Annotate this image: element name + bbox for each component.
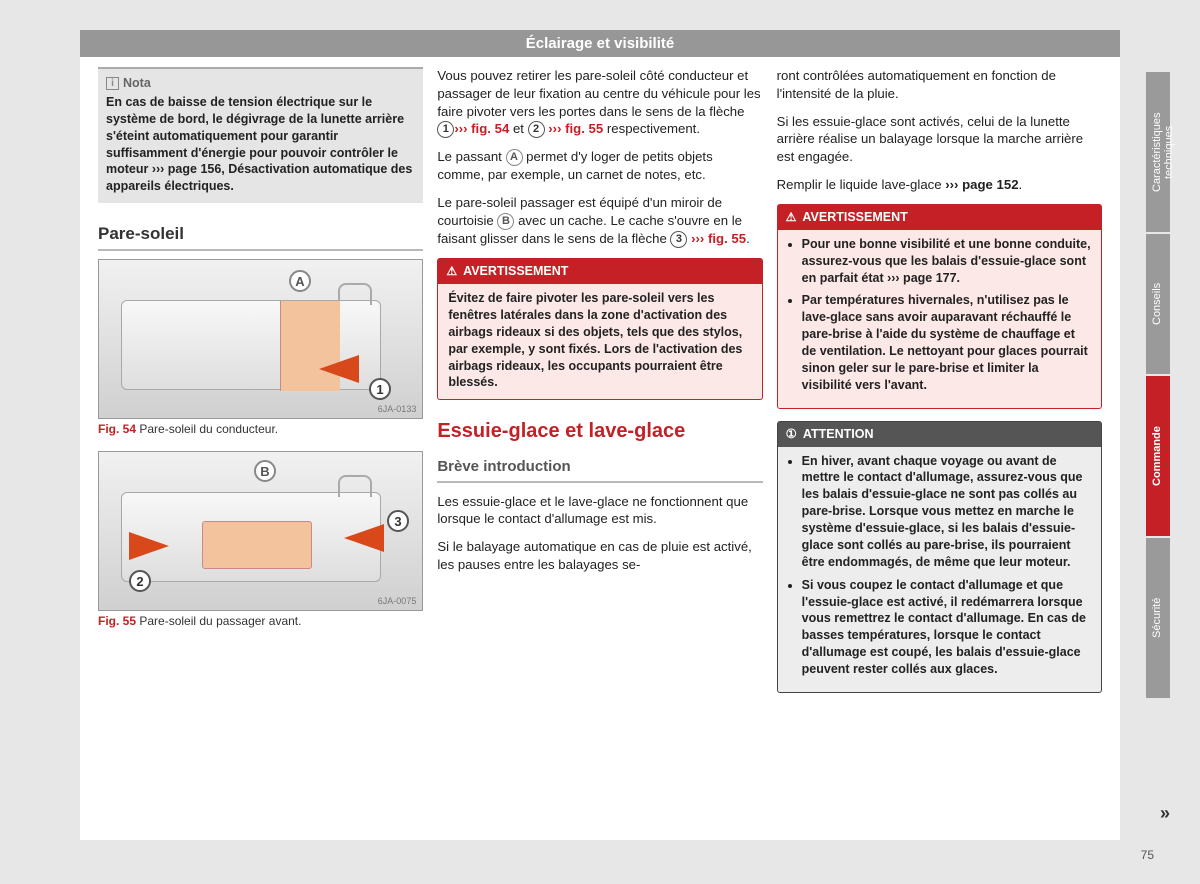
para-passant: Le passant A permet d'y loger de petits … — [437, 148, 762, 184]
figure-55: B 2 3 6JA-0075 — [98, 451, 423, 611]
inline-circ-1: 1 — [437, 121, 454, 138]
nota-text: En cas de baisse de tension électrique s… — [106, 94, 415, 195]
fig55-id: 6JA-0075 — [378, 595, 417, 607]
tab-commande[interactable]: Commande — [1146, 376, 1170, 536]
visor-mirror — [202, 521, 312, 569]
essuie-glace-title: Essuie-glace et lave-glace — [437, 418, 762, 445]
visor-clip-2 — [338, 475, 372, 497]
visor-clip — [338, 283, 372, 305]
callout-2: 2 — [129, 570, 151, 592]
caution-box: ① ATTENTION En hiver, avant chaque voyag… — [777, 421, 1102, 693]
para-auto-rain: ront contrôlées automatiquement en fonct… — [777, 67, 1102, 103]
ref-fig55: ››› fig. 55 — [548, 121, 603, 136]
inline-circ-A: A — [506, 149, 523, 166]
info-icon: i — [106, 77, 119, 90]
fig54-id: 6JA-0133 — [378, 403, 417, 415]
warning-box-1: ⚠ AVERTISSEMENT Évitez de faire pivoter … — [437, 258, 762, 400]
nota-box: i Nota En cas de baisse de tension élect… — [98, 67, 423, 203]
continue-arrow-icon: » — [1160, 803, 1170, 824]
warning-icon-2: ⚠ — [786, 209, 797, 225]
callout-A: A — [289, 270, 311, 292]
ref-fig55-2: ››› fig. 55 — [691, 231, 746, 246]
tab-conseils[interactable]: Conseils — [1146, 234, 1170, 374]
warn2-item-1: Par températures hivernales, n'utilisez … — [802, 292, 1091, 393]
callout-1: 1 — [369, 378, 391, 400]
arrow-2-icon — [129, 532, 169, 560]
warning-box-2: ⚠ AVERTISSEMENT Pour une bonne visibilit… — [777, 204, 1102, 409]
caution-item-1: Si vous coupez le contact d'allumage et … — [802, 577, 1091, 678]
arrow-3-icon — [344, 524, 384, 552]
ref-page152: ››› page 152 — [945, 177, 1018, 192]
column-right: ront contrôlées automatiquement en fonct… — [777, 67, 1102, 840]
warning-body-2: Pour une bonne visibilité et une bonne c… — [778, 230, 1101, 408]
warning-icon: ⚠ — [446, 263, 457, 279]
para-visor-remove: Vous pouvez retirer les pare-soleil côté… — [437, 67, 762, 138]
caution-header: ① ATTENTION — [778, 422, 1101, 447]
figure-54: A 1 6JA-0133 — [98, 259, 423, 419]
page-header: Éclairage et visibilité — [80, 30, 1120, 57]
page-number: 75 — [1141, 848, 1154, 862]
warn2-item-0: Pour une bonne visibilité et une bonne c… — [802, 236, 1091, 287]
caution-label: ATTENTION — [803, 426, 874, 443]
fig54-text: Pare-soleil du conducteur. — [139, 422, 278, 436]
para-refill: Remplir le liquide lave-glace ››› page 1… — [777, 176, 1102, 194]
warning-header-1: ⚠ AVERTISSEMENT — [438, 259, 761, 284]
ref-fig54: ››› fig. 54 — [454, 121, 509, 136]
caution-item-0: En hiver, avant chaque voyage ou avant d… — [802, 453, 1091, 571]
column-middle: Vous pouvez retirer les pare-soleil côté… — [437, 67, 762, 840]
nota-header: i Nota — [106, 75, 415, 92]
para-mirror: Le pare-soleil passager est équipé d'un … — [437, 194, 762, 248]
warning-label-1: AVERTISSEMENT — [463, 263, 568, 280]
arrow-1-icon — [319, 355, 359, 383]
inline-circ-2: 2 — [528, 121, 545, 138]
inline-circ-3: 3 — [670, 231, 687, 248]
fig55-caption: Fig. 55 Pare-soleil du passager avant. — [98, 613, 423, 629]
pare-soleil-title: Pare-soleil — [98, 223, 423, 251]
para-wiper-2: Si le balayage automatique en cas de plu… — [437, 538, 762, 574]
column-left: i Nota En cas de baisse de tension élect… — [98, 67, 423, 840]
caution-body: En hiver, avant chaque voyage ou avant d… — [778, 447, 1101, 692]
fig55-no: Fig. 55 — [98, 614, 136, 628]
fig55-text: Pare-soleil du passager avant. — [139, 614, 301, 628]
side-tabs: Caractéristiques techniques Conseils Com… — [1146, 72, 1170, 698]
tab-caracteristiques[interactable]: Caractéristiques techniques — [1146, 72, 1170, 232]
manual-page: Éclairage et visibilité i Nota En cas de… — [80, 30, 1120, 840]
inline-circ-B: B — [497, 213, 514, 230]
callout-3: 3 — [387, 510, 409, 532]
callout-B: B — [254, 460, 276, 482]
columns: i Nota En cas de baisse de tension élect… — [80, 57, 1120, 840]
warning-body-1: Évitez de faire pivoter les pare-soleil … — [438, 284, 761, 399]
para-wiper-1: Les essuie-glace et le lave-glace ne fon… — [437, 493, 762, 529]
caution-icon: ① — [786, 426, 797, 443]
fig54-caption: Fig. 54 Pare-soleil du conducteur. — [98, 421, 423, 437]
para-reverse: Si les essuie-glace sont activés, celui … — [777, 113, 1102, 166]
tab-securite[interactable]: Sécurité — [1146, 538, 1170, 698]
nota-label: Nota — [123, 75, 151, 92]
breve-intro-title: Brève introduction — [437, 457, 762, 482]
warning-label-2: AVERTISSEMENT — [802, 209, 907, 226]
fig54-no: Fig. 54 — [98, 422, 136, 436]
warning-header-2: ⚠ AVERTISSEMENT — [778, 205, 1101, 230]
